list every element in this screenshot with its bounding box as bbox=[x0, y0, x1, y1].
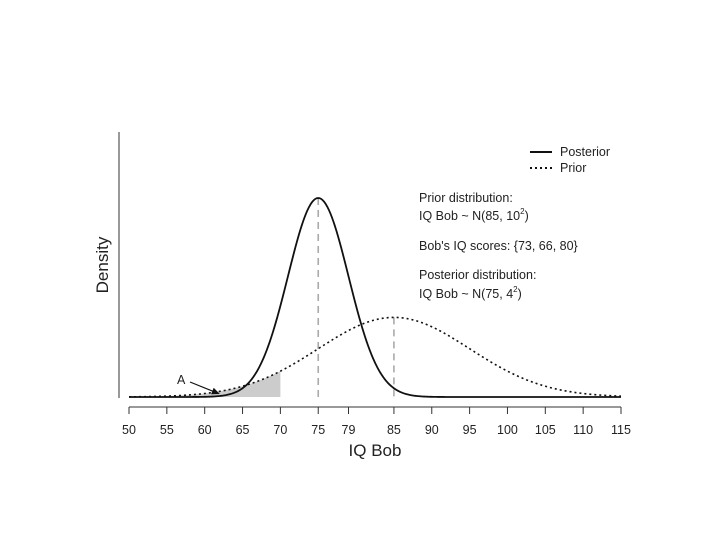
x-tick-label: 85 bbox=[387, 423, 401, 437]
x-tick-label: 55 bbox=[160, 423, 174, 437]
curve-prior bbox=[128, 316, 622, 398]
y-axis-title: Density bbox=[93, 236, 112, 293]
x-tick-label: 100 bbox=[497, 423, 518, 437]
x-tick-label: 95 bbox=[463, 423, 477, 437]
curve-posterior bbox=[129, 197, 621, 398]
legend-label-posterior: Posterior bbox=[560, 145, 610, 159]
x-tick-label: 65 bbox=[236, 423, 250, 437]
x-tick-label: 110 bbox=[573, 423, 593, 437]
prior-formula: IQ Bob ~ N(85, 102) bbox=[419, 207, 529, 223]
prior-formula-close: ) bbox=[525, 209, 529, 223]
x-tick-label: 60 bbox=[198, 423, 212, 437]
prior-formula-text: IQ Bob ~ N(85, 10 bbox=[419, 209, 520, 223]
x-axis-title: IQ Bob bbox=[349, 441, 402, 460]
shaded-region bbox=[129, 371, 281, 397]
legend-label-prior: Prior bbox=[560, 161, 586, 175]
x-tick-label: 70 bbox=[273, 423, 287, 437]
x-tick-label: 75 bbox=[311, 423, 325, 437]
x-tick-label: 115 bbox=[611, 423, 631, 437]
prior-heading: Prior distribution: bbox=[419, 191, 513, 205]
posterior-formula-sup: 2 bbox=[513, 285, 518, 294]
x-tick-label: 90 bbox=[425, 423, 439, 437]
posterior-formula: IQ Bob ~ N(75, 42) bbox=[419, 285, 522, 301]
x-tick-label: 50 bbox=[122, 423, 136, 437]
iq-scores-text: Bob's IQ scores: {73, 66, 80} bbox=[419, 239, 578, 253]
posterior-formula-close: ) bbox=[518, 287, 522, 301]
x-tick-label: 105 bbox=[535, 423, 556, 437]
mean-lines bbox=[317, 198, 395, 397]
x-ticks: 50 55 60 65 70 75 79 85 90 95 100 105 110 115 bbox=[122, 407, 631, 437]
legend: Posterior Prior bbox=[530, 145, 610, 175]
shaded-area bbox=[129, 371, 281, 397]
curves bbox=[128, 197, 622, 398]
arrow-label-a: A bbox=[177, 373, 186, 387]
arrow-head-icon bbox=[211, 387, 220, 395]
x-tick-label: 79 bbox=[342, 423, 356, 437]
posterior-formula-text: IQ Bob ~ N(75, 4 bbox=[419, 287, 513, 301]
posterior-heading: Posterior distribution: bbox=[419, 268, 536, 282]
arrow-line bbox=[189, 381, 217, 394]
prior-formula-sup: 2 bbox=[520, 207, 525, 216]
